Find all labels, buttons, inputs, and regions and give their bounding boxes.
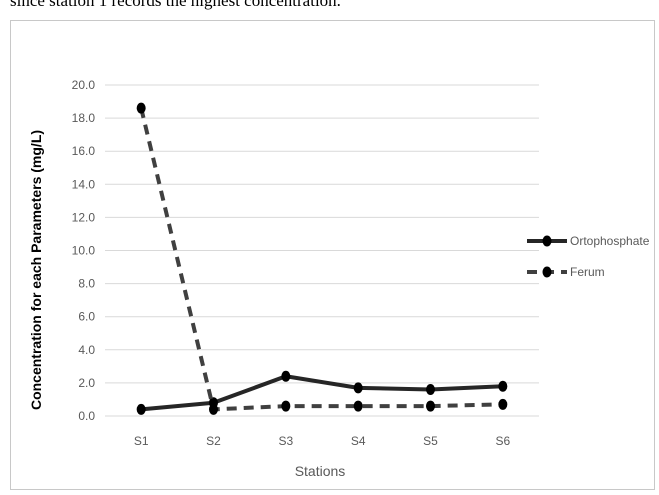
data-point (281, 400, 291, 412)
legend-label: Ortophosphate (570, 234, 650, 248)
y-tick-label: 8.0 (78, 277, 95, 291)
data-point (136, 403, 146, 415)
x-tick-label: S5 (423, 434, 438, 448)
y-tick-label: 2.0 (78, 376, 95, 390)
y-tick-label: 0.0 (78, 409, 95, 423)
x-axis-title: Stations (295, 463, 346, 479)
data-point (498, 380, 508, 392)
y-tick-label: 12.0 (72, 210, 96, 224)
y-tick-label: 20.0 (72, 78, 96, 92)
y-tick-label: 10.0 (72, 244, 96, 258)
x-tick-labels: S1 S2 S3 S4 S5 S6 (134, 434, 511, 448)
legend: Ortophosphate Ferum (527, 234, 650, 279)
series-line-1 (139, 107, 503, 412)
data-point (498, 398, 508, 410)
x-tick-label: S3 (278, 434, 293, 448)
x-tick-label: S1 (134, 434, 149, 448)
x-tick-label: S2 (206, 434, 221, 448)
y-tick-labels: 0.0 2.0 4.0 6.0 8.0 10.0 12.0 14.0 16.0 18.0 20.0 (72, 78, 96, 423)
y-tick-label: 16.0 (72, 144, 96, 158)
x-tick-label: S4 (351, 434, 366, 448)
data-point (136, 102, 146, 114)
y-axis-title: Concentration for each Parameters (mg/L) (28, 130, 44, 410)
page-top-text: since station 1 records the highest conc… (10, 0, 341, 10)
series-line-0 (139, 374, 505, 412)
y-tick-label: 6.0 (78, 310, 95, 324)
chart-frame (10, 20, 655, 490)
grid-lines (105, 84, 539, 417)
data-point (426, 384, 435, 396)
data-point (353, 382, 363, 394)
legend-label: Ferum (570, 265, 605, 279)
data-point (426, 400, 435, 412)
x-tick-label: S6 (495, 434, 510, 448)
y-tick-label: 4.0 (78, 343, 95, 357)
data-point (281, 370, 291, 382)
data-point (209, 403, 218, 415)
legend-swatch-marker (542, 235, 552, 247)
y-tick-label: 18.0 (72, 111, 96, 125)
legend-swatch-marker (542, 266, 552, 278)
y-tick-label: 14.0 (72, 177, 96, 191)
series-group (136, 102, 508, 415)
data-point (353, 400, 363, 412)
